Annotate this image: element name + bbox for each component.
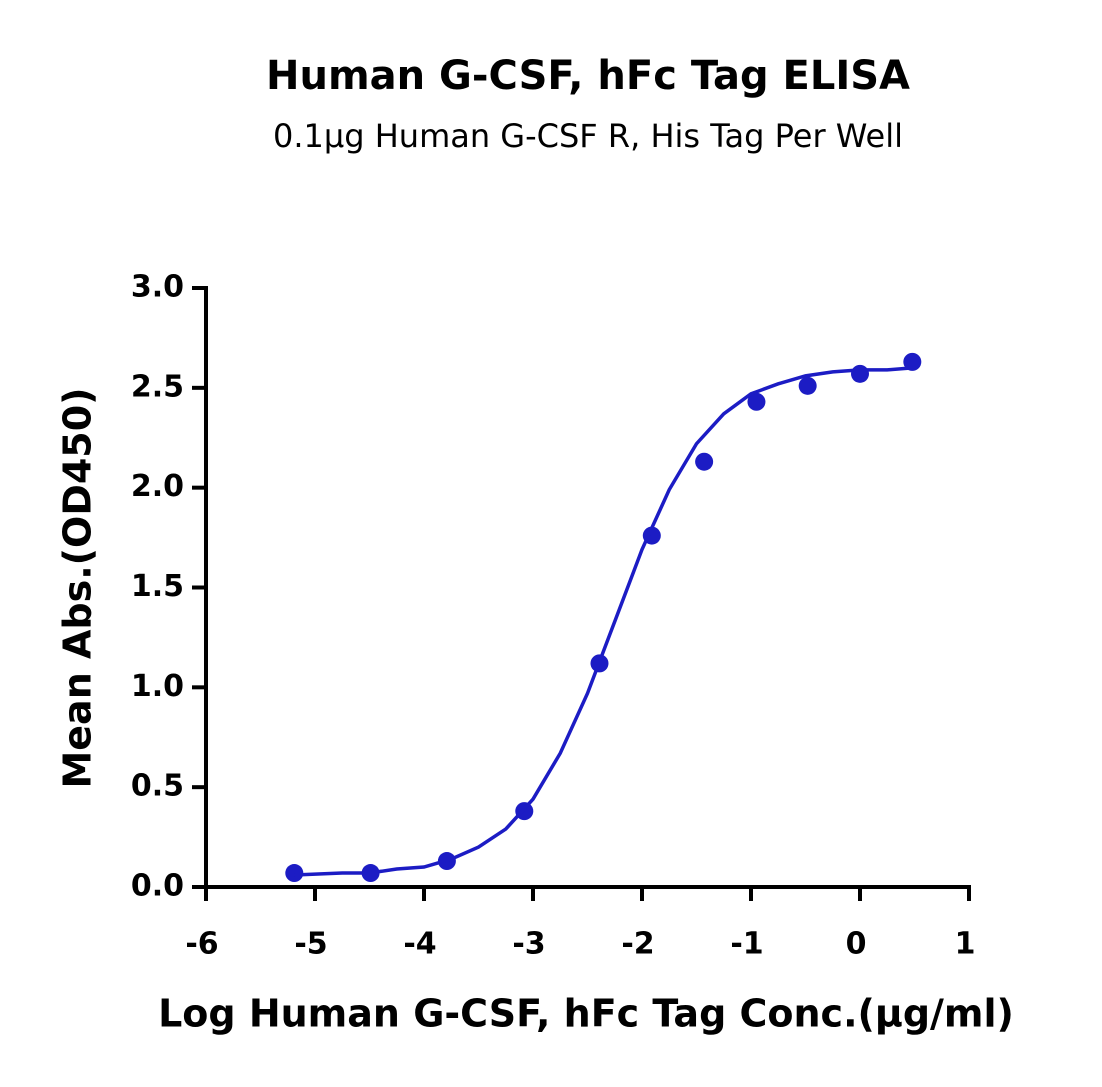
- data-point: [747, 392, 766, 411]
- y-tick-label: 0.0: [131, 869, 184, 904]
- y-tick-label: 1.5: [131, 569, 184, 604]
- x-tick-label: -3: [512, 927, 545, 962]
- x-tick-label: -6: [185, 927, 218, 962]
- x-tick-label: -4: [403, 927, 436, 962]
- y-tick-label: 2.5: [131, 369, 184, 404]
- data-point: [851, 364, 869, 383]
- x-tick-label: -5: [294, 927, 327, 962]
- x-tick-label: -1: [730, 927, 763, 962]
- x-tick-label: 0: [846, 927, 867, 962]
- y-tick-label: 2.0: [131, 469, 184, 504]
- data-point: [798, 376, 817, 395]
- y-tick-label: 0.5: [131, 769, 184, 804]
- data-point: [903, 352, 922, 371]
- y-tick-label: 1.0: [131, 669, 184, 704]
- x-tick-label: -2: [621, 927, 654, 962]
- x-axis-label: Log Human G-CSF, hFc Tag Conc.(μg/ml): [158, 992, 1014, 1036]
- x-tick-label: 1: [955, 927, 976, 962]
- y-tick-label: 3.0: [131, 270, 184, 305]
- chart-subtitle: 0.1μg Human G-CSF R, His Tag Per Well: [273, 117, 903, 155]
- data-point: [285, 864, 304, 883]
- data-point: [695, 452, 714, 471]
- chart-title: Human G-CSF, hFc Tag ELISA: [266, 53, 910, 99]
- y-axis-label: Mean Abs.(OD450): [56, 387, 100, 788]
- fit-curve: [294, 366, 913, 877]
